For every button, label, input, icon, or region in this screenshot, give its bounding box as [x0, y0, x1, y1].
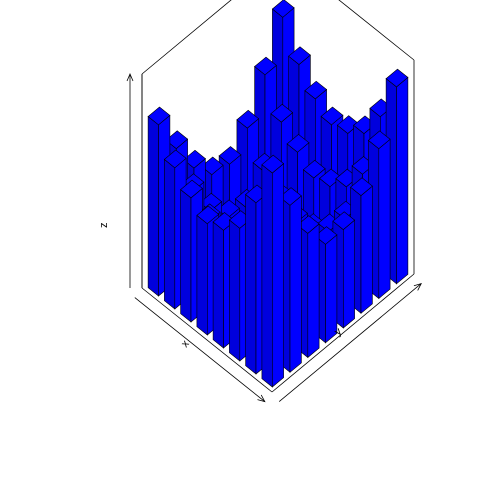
- bar-face-top: [196, 205, 220, 225]
- bar-face-left: [147, 115, 159, 297]
- bar-face-left: [212, 221, 224, 349]
- box-edge-back-top-left: [141, 0, 232, 75]
- bar-face-right: [271, 162, 284, 388]
- bar-face-top: [147, 106, 171, 126]
- y-axis-arrow: [278, 283, 422, 402]
- bar-face-right: [307, 223, 320, 359]
- bar-face-right: [360, 185, 373, 314]
- bar-face-top: [286, 134, 310, 153]
- bar-face-top: [367, 130, 391, 150]
- bar-face-left: [229, 219, 241, 362]
- bar-face-top: [288, 46, 311, 65]
- bar-face-top: [163, 149, 187, 169]
- bar-0-0: [261, 154, 285, 388]
- bar-face-right: [289, 195, 302, 373]
- bar-face-left: [245, 193, 257, 375]
- bar-face-top: [254, 56, 277, 76]
- x-axis-label: x: [179, 338, 192, 350]
- bar-face-top: [218, 146, 242, 165]
- bar-face-top: [385, 68, 409, 88]
- bar-face-top: [320, 106, 344, 126]
- bar-face-right: [342, 219, 355, 329]
- plot-box-front: [141, 74, 415, 393]
- bar-face-top: [261, 154, 285, 174]
- bar-face-left: [180, 188, 192, 323]
- box-edge-front-left-bottom: [141, 287, 273, 393]
- bar-face-top: [350, 177, 373, 196]
- bar-face-top: [270, 103, 294, 123]
- bar-face-left: [164, 158, 176, 310]
- bar-face-right: [378, 138, 391, 300]
- bars-group: [147, 0, 409, 388]
- bar-face-top: [304, 80, 328, 100]
- bar-0-6: [367, 130, 391, 300]
- bar-face-top: [302, 159, 326, 179]
- bar-face-top: [332, 211, 356, 230]
- x-axis-arrow: [134, 297, 266, 402]
- bar-face-top: [236, 109, 260, 129]
- bar-face-left: [196, 214, 208, 336]
- bar-face-left: [261, 164, 273, 388]
- box-edge-front-right-bottom: [271, 273, 415, 393]
- box-edge-back-top-right: [338, 0, 415, 61]
- bar-face-top: [271, 0, 295, 18]
- z-axis-label: z: [98, 223, 110, 229]
- bar-face-top: [180, 179, 203, 199]
- bar-face-right: [396, 76, 409, 285]
